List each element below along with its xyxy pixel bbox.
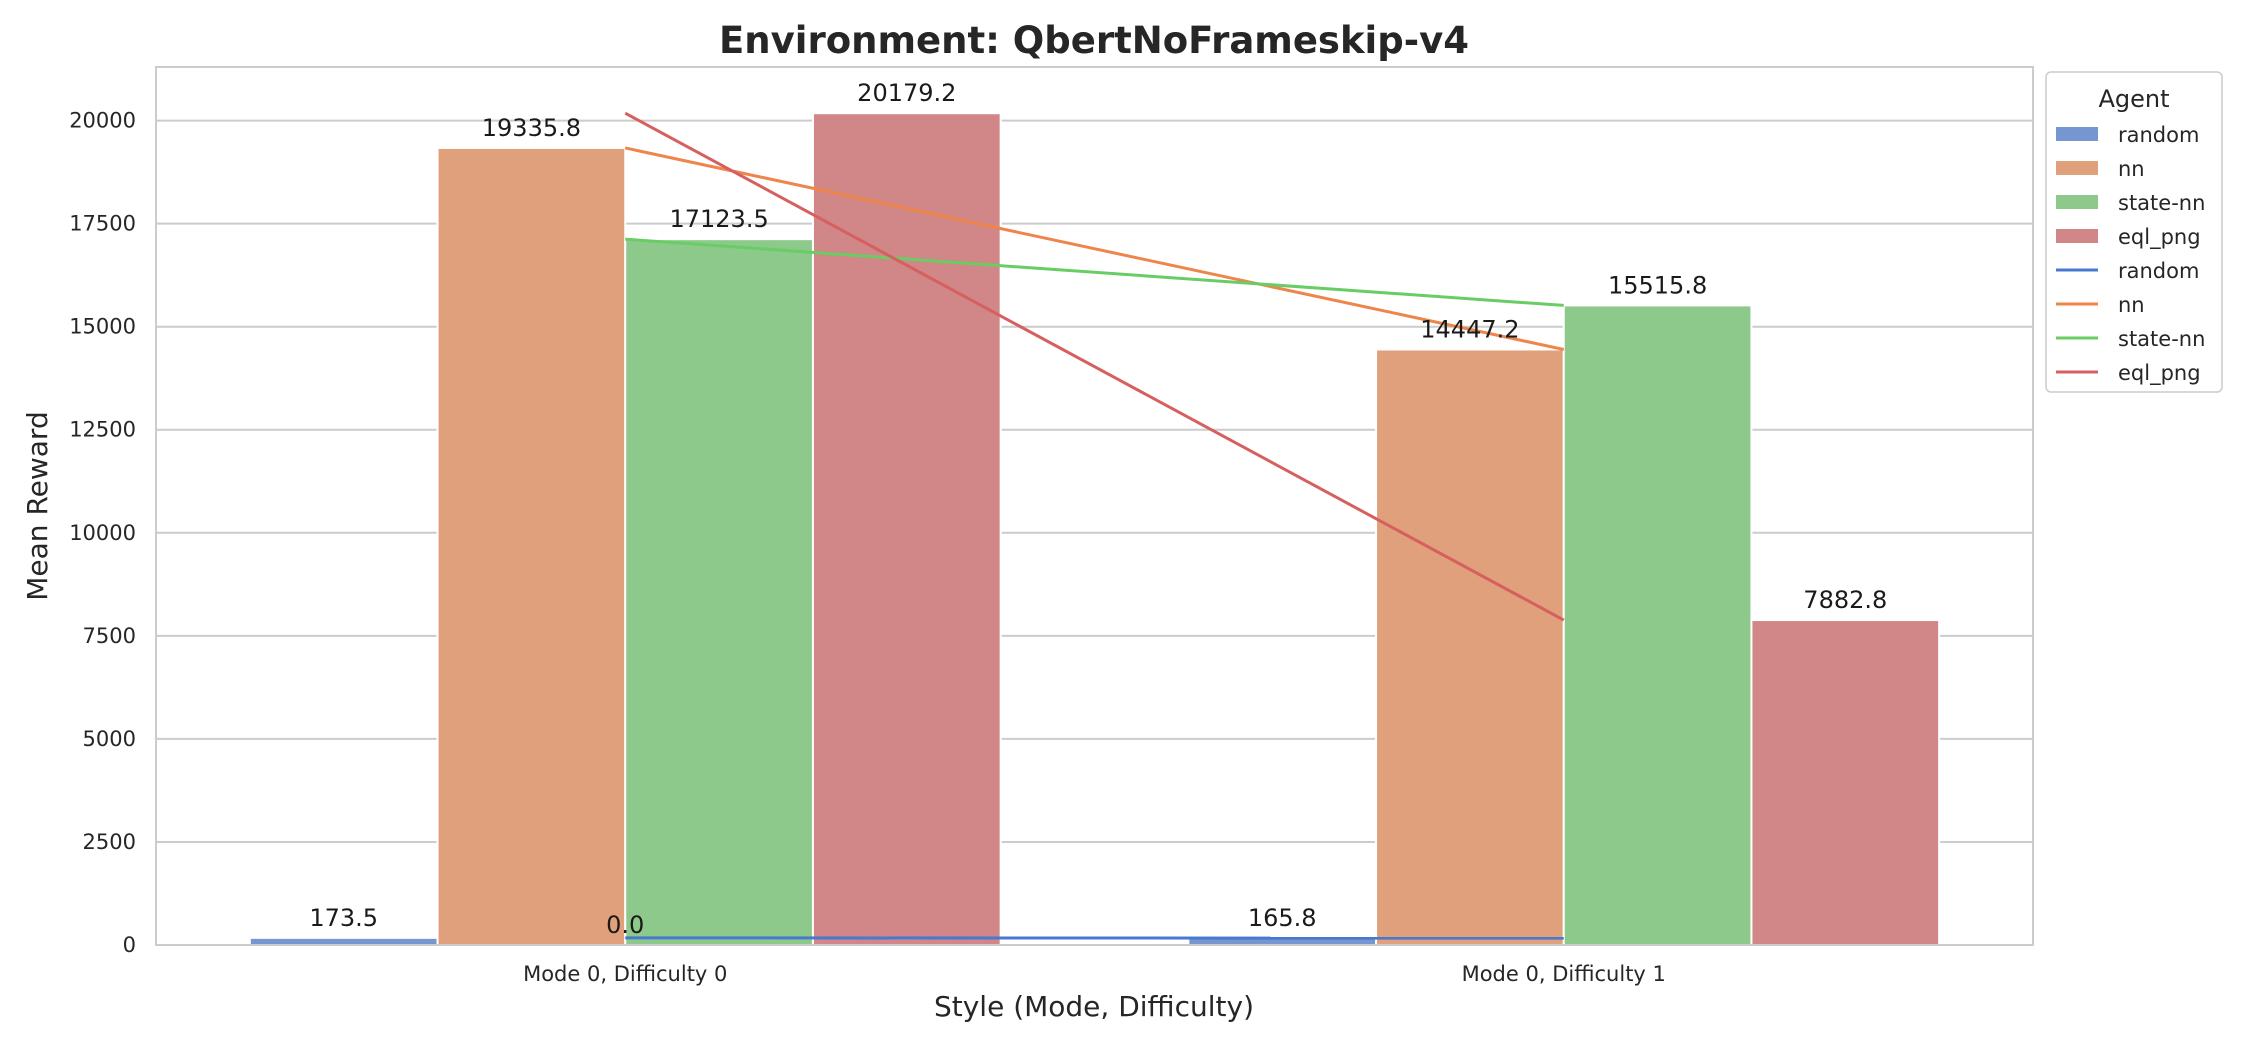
- bar-value-label: 173.5: [309, 904, 378, 932]
- legend: Agent randomnnstate-nneql_pngrandomnnsta…: [2045, 71, 2223, 393]
- bar-state-nn: [1562, 304, 1753, 946]
- line-state-nn: [625, 237, 1564, 307]
- bar-labels: 173.5 165.8 19335.8 14447.2 17123.5 15515.8 20…: [309, 79, 1887, 939]
- y-tick-label: 20000: [69, 109, 136, 133]
- bar-state-nn: [624, 238, 814, 946]
- y-tick-label: 2500: [83, 830, 136, 854]
- x-tick-label: Mode 0, Difficulty 0: [523, 962, 727, 986]
- bar-value-label: 17123.5: [669, 205, 768, 233]
- bar-value-label: 14447.2: [1420, 315, 1519, 343]
- legend-swatch-eql_png: [2056, 229, 2098, 243]
- y-tick-label: 15000: [69, 315, 136, 339]
- bar-eql_png: [1750, 619, 1941, 946]
- legend-title: Agent: [2098, 85, 2169, 113]
- line-nn: [624, 146, 1565, 351]
- legend-label: eql_png: [2118, 225, 2201, 250]
- y-tick-label: 17500: [69, 212, 136, 236]
- bar-nn: [1375, 348, 1565, 946]
- bar-nn: [436, 146, 627, 946]
- legend-label: random: [2118, 259, 2199, 283]
- bar-value-label: 15515.8: [1608, 271, 1707, 299]
- chart-title: Environment: QbertNoFrameskip-v4: [719, 19, 1469, 62]
- y-axis-label: Mean Reward: [21, 411, 54, 600]
- y-tick-labels: 0 2500 5000 7500 10000 12500 15000 17500 20000: [69, 109, 136, 957]
- annotation-label: 0.0: [606, 911, 644, 939]
- legend-label: nn: [2118, 293, 2145, 317]
- legend-box: [2045, 71, 2223, 393]
- y-tick-label: 10000: [69, 521, 136, 545]
- x-tick-labels: Mode 0, Difficulty 0 Mode 0, Difficulty 1: [523, 962, 1666, 986]
- bar-value-label: 19335.8: [482, 114, 581, 142]
- legend-swatch-nn: [2056, 161, 2098, 175]
- bar-eql_png: [811, 112, 1002, 946]
- bar-value-label: 165.8: [1248, 904, 1317, 932]
- legend-label: random: [2118, 123, 2199, 147]
- y-tick-label: 5000: [83, 727, 136, 751]
- legend-swatch-state-nn: [2056, 195, 2098, 209]
- y-tick-label: 12500: [69, 418, 136, 442]
- legend-swatch-random: [2056, 127, 2098, 141]
- legend-label: nn: [2118, 157, 2145, 181]
- x-tick-label: Mode 0, Difficulty 1: [1462, 962, 1666, 986]
- legend-label: eql_png: [2118, 361, 2201, 386]
- y-tick-label: 7500: [83, 624, 136, 648]
- bar-value-label: 20179.2: [857, 79, 956, 107]
- line-eql_png: [624, 111, 1565, 622]
- series-lines: [624, 111, 1565, 940]
- y-tick-label: 0: [123, 933, 136, 957]
- bar-random: [248, 936, 439, 946]
- legend-items: randomnnstate-nneql_pngrandomnnstate-nne…: [2056, 123, 2205, 386]
- legend-label: state-nn: [2118, 191, 2205, 215]
- legend-label: state-nn: [2118, 327, 2205, 351]
- bars: [248, 112, 1941, 946]
- plot-frame: [155, 66, 2034, 946]
- x-axis-label: Style (Mode, Difficulty): [934, 990, 1254, 1023]
- bar-value-label: 7882.8: [1803, 586, 1887, 614]
